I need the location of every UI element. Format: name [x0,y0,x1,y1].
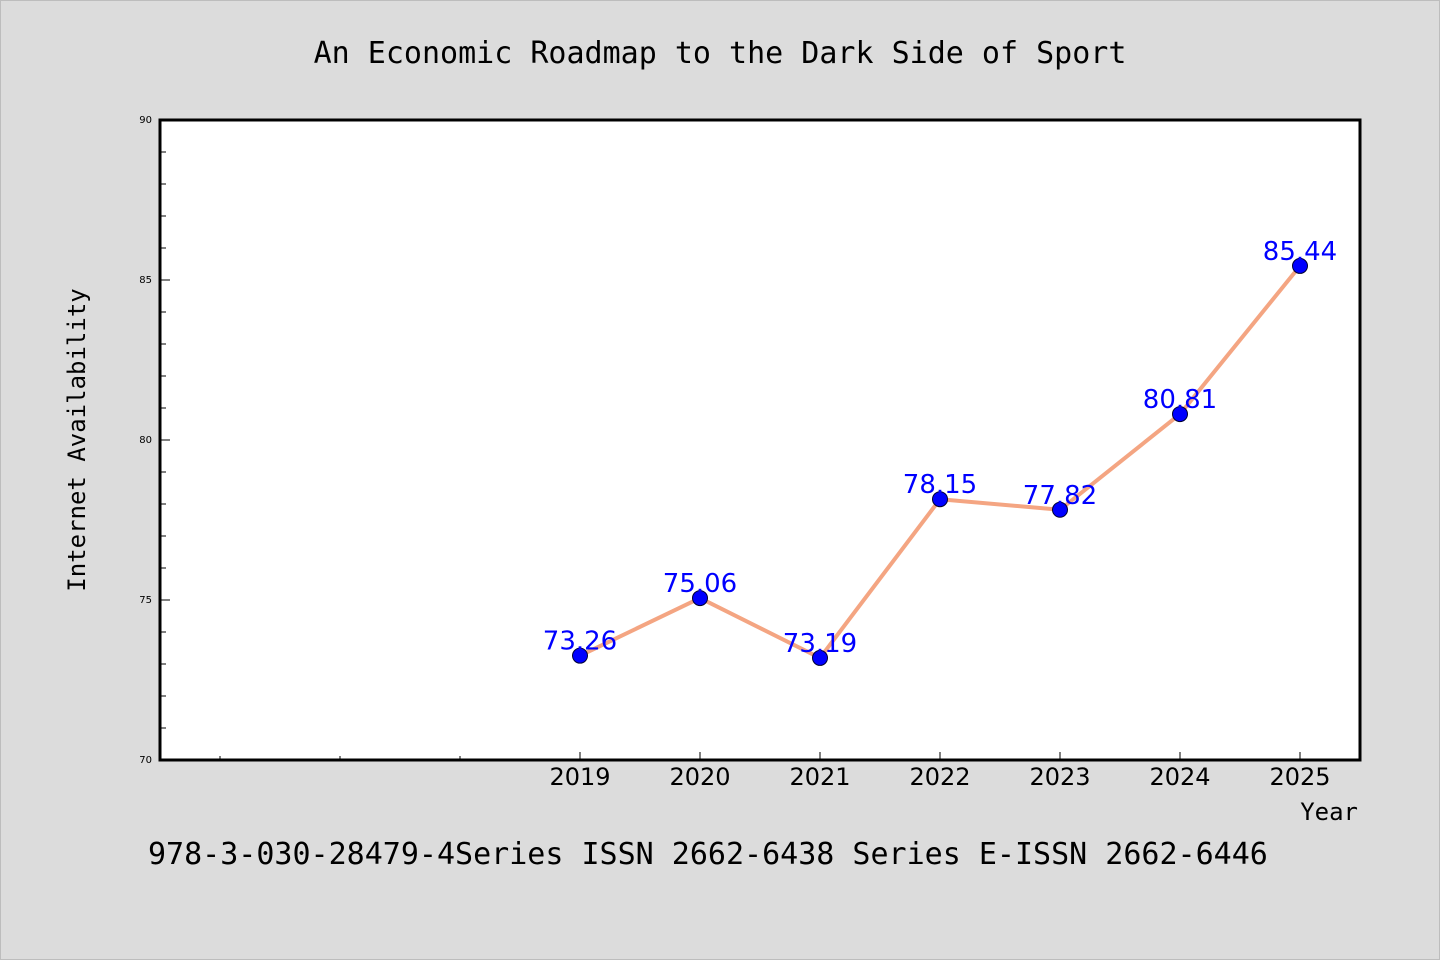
x-tick-label: 2019 [549,763,610,791]
data-point [1172,406,1188,423]
data-label: 78.15 [903,470,977,500]
data-label: 85.44 [1263,237,1337,267]
x-tick-label: 2022 [909,763,970,791]
data-label: 80.81 [1143,385,1217,415]
y-axis-label: Internet Availability [63,288,91,591]
x-tick-label: 2023 [1029,763,1090,791]
data-label: 73.19 [783,629,857,659]
data-point [1052,501,1068,518]
x-axis-label: Year [1300,798,1358,826]
x-tick-label: 2021 [789,763,850,791]
y-tick-label: 80 [139,435,152,446]
y-tick-label: 70 [139,755,152,766]
y-tick-label: 75 [139,595,152,606]
x-tick-label: 2025 [1269,763,1330,791]
y-axis-ticks: 70 75 80 85 90 [139,115,170,766]
data-point [932,491,948,508]
x-tick-label: 2020 [669,763,730,791]
footer-text: 978-3-030-28479-4Series ISSN 2662-6438 S… [148,837,1268,872]
plot-area [158,118,1362,762]
data-point [692,590,708,607]
data-label: 77.82 [1023,481,1097,511]
x-tick-label: 2024 [1149,763,1210,791]
data-label: 73.26 [543,627,617,657]
series-layer: 73.26 75.06 73.19 78.15 77.82 80.81 85.44 [543,237,1337,666]
y-tick-label: 85 [139,275,152,286]
x-axis-ticks: 2019 2020 2021 2022 2023 2024 2025 [219,752,1331,791]
data-point [1292,257,1308,274]
y-tick-label: 90 [139,115,152,126]
chart-title: An Economic Roadmap to the Dark Side of … [314,36,1127,71]
data-point [572,647,588,664]
data-point [812,649,828,666]
data-label: 75.06 [663,569,737,599]
